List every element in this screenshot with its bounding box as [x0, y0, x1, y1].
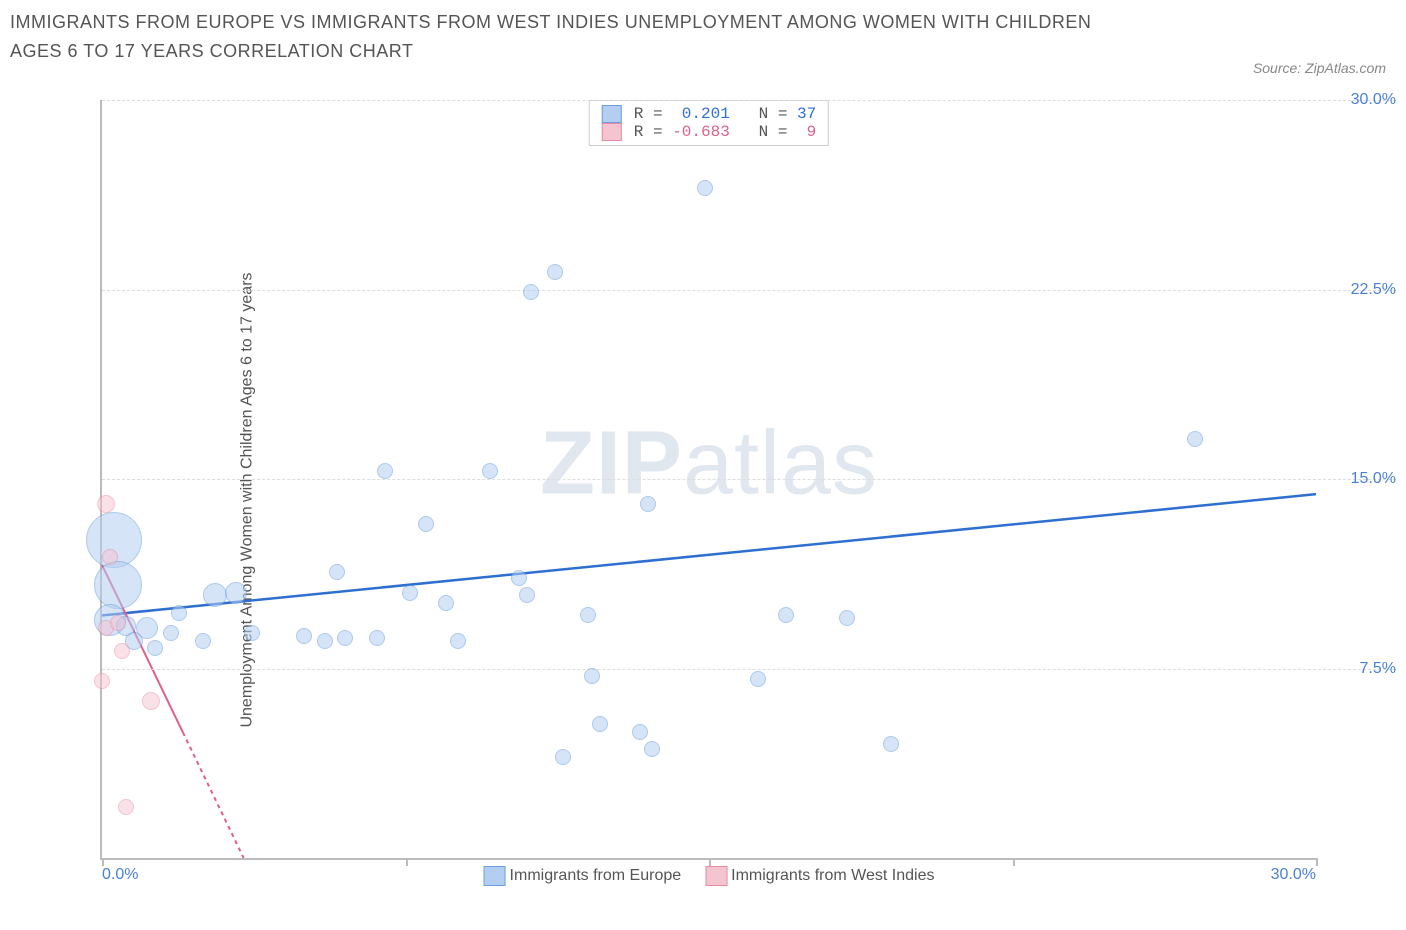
scatter-point [195, 633, 211, 649]
scatter-point [839, 610, 855, 626]
correlation-stats-box: R = 0.201 N = 37R = -0.683 N = 9 [589, 100, 829, 146]
scatter-point [163, 625, 179, 641]
x-tick-mark [1316, 858, 1318, 866]
gridline-h [102, 479, 1396, 480]
y-tick-label: 7.5% [1360, 660, 1396, 678]
legend-label: Immigrants from West Indies [731, 867, 934, 885]
scatter-point [519, 587, 535, 603]
scatter-point [438, 595, 454, 611]
scatter-point [97, 495, 115, 513]
x-tick-mark [709, 858, 711, 866]
scatter-point [244, 625, 260, 641]
scatter-point [697, 180, 713, 196]
scatter-point [102, 549, 118, 565]
gridline-h [102, 100, 1396, 101]
scatter-point [377, 463, 393, 479]
legend-item: Immigrants from West Indies [705, 866, 934, 886]
scatter-point [750, 671, 766, 687]
stats-text: R = 0.201 N = 37 [634, 105, 816, 123]
legend-item: Immigrants from Europe [484, 866, 682, 886]
legend-swatch [602, 105, 622, 123]
scatter-point [640, 496, 656, 512]
scatter-point [337, 630, 353, 646]
scatter-point [136, 617, 158, 639]
scatter-point [147, 640, 163, 656]
scatter-point [94, 673, 110, 689]
y-tick-label: 30.0% [1351, 91, 1396, 109]
scatter-point [644, 741, 660, 757]
scatter-point [482, 463, 498, 479]
scatter-point [511, 570, 527, 586]
stats-row: R = -0.683 N = 9 [602, 123, 816, 141]
gridline-h [102, 290, 1396, 291]
scatter-point [592, 716, 608, 732]
scatter-point [203, 583, 227, 607]
scatter-point [94, 561, 142, 609]
chart-container: Unemployment Among Women with Children A… [40, 100, 1316, 900]
scatter-point [883, 736, 899, 752]
scatter-point [225, 582, 247, 604]
scatter-point [523, 284, 539, 300]
x-tick-label: 30.0% [1271, 866, 1316, 884]
legend: Immigrants from Europe Immigrants from We… [484, 866, 935, 886]
plot-area: ZIPatlas R = 0.201 N = 37R = -0.683 N = … [100, 100, 1316, 860]
legend-swatch [484, 866, 506, 886]
x-tick-mark [1013, 858, 1015, 866]
watermark: ZIPatlas [540, 412, 878, 515]
x-tick-label: 0.0% [102, 866, 138, 884]
scatter-point [418, 516, 434, 532]
legend-label: Immigrants from Europe [510, 867, 682, 885]
chart-title: IMMIGRANTS FROM EUROPE VS IMMIGRANTS FRO… [10, 8, 1110, 66]
scatter-point [632, 724, 648, 740]
gridline-h [102, 669, 1396, 670]
scatter-point [450, 633, 466, 649]
scatter-point [118, 799, 134, 815]
scatter-point [110, 615, 126, 631]
scatter-point [142, 692, 160, 710]
scatter-point [329, 564, 345, 580]
stats-text: R = -0.683 N = 9 [634, 123, 816, 141]
legend-swatch [705, 866, 727, 886]
y-tick-label: 15.0% [1351, 470, 1396, 488]
x-tick-mark [406, 858, 408, 866]
scatter-point [778, 607, 794, 623]
scatter-point [580, 607, 596, 623]
scatter-point [369, 630, 385, 646]
source-citation: Source: ZipAtlas.com [1253, 60, 1386, 76]
scatter-point [171, 605, 187, 621]
scatter-point [1187, 431, 1203, 447]
scatter-point [555, 749, 571, 765]
scatter-point [114, 643, 130, 659]
scatter-point [547, 264, 563, 280]
scatter-point [402, 585, 418, 601]
legend-swatch [602, 123, 622, 141]
scatter-point [296, 628, 312, 644]
y-tick-label: 22.5% [1351, 281, 1396, 299]
x-tick-mark [102, 858, 104, 866]
stats-row: R = 0.201 N = 37 [602, 105, 816, 123]
scatter-point [584, 668, 600, 684]
scatter-point [317, 633, 333, 649]
